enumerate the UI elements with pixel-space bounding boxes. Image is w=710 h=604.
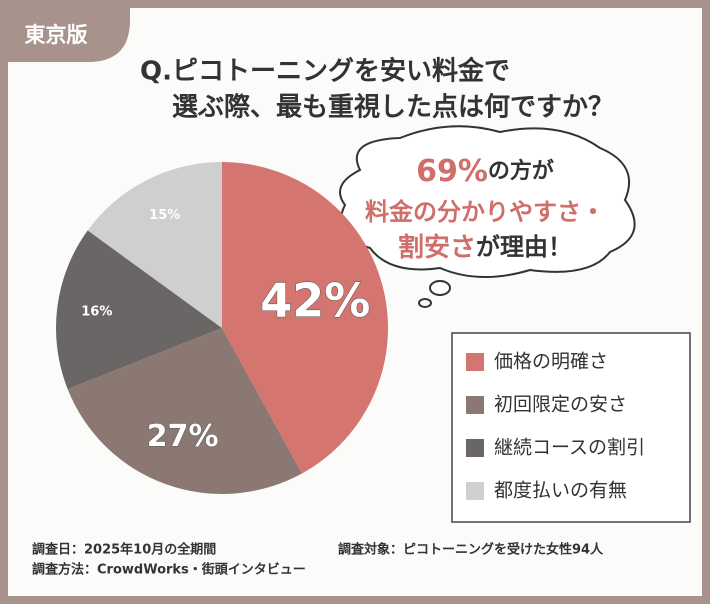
legend-swatch bbox=[466, 353, 484, 371]
legend-swatch bbox=[466, 482, 484, 500]
annotation-segment: 料金の分かりやすさ・ bbox=[365, 198, 605, 226]
note: 調査方法：CrowdWorks・街頭インタビュー bbox=[32, 562, 306, 578]
badge-bg bbox=[0, 0, 130, 62]
legend-label: 初回限定の安さ bbox=[494, 394, 627, 416]
bubble-dot bbox=[418, 298, 432, 308]
pie-slice bbox=[56, 230, 222, 390]
annotation-line: 割安さが理由！ bbox=[398, 232, 572, 263]
pie-slice bbox=[87, 162, 222, 328]
title-line: Q.ピコトーニングを安い料金で bbox=[140, 56, 510, 87]
legend-label: 価格の明確さ bbox=[494, 351, 608, 373]
annotation-segment: 割安さ bbox=[398, 232, 476, 263]
slice-label: 42% bbox=[260, 274, 370, 328]
pie: 42% 27% 16% 15% bbox=[56, 162, 388, 494]
note: 調査対象：ピコトーニングを受けた女性94人 bbox=[338, 542, 604, 558]
slice-label: 16% bbox=[81, 305, 112, 320]
title-line: 選ぶ際、最も重視した点は何ですか？ bbox=[172, 92, 614, 123]
bubble-dot bbox=[429, 280, 451, 296]
annotation-segment: が理由！ bbox=[476, 233, 572, 261]
legend-swatch bbox=[466, 396, 484, 414]
annotation-segment: 69% bbox=[416, 154, 488, 189]
legend-label: 継続コースの割引 bbox=[494, 437, 645, 459]
annotation-line: 料金の分かりやすさ・ bbox=[365, 198, 605, 226]
slice-label: 27% bbox=[147, 419, 219, 454]
pie-slice bbox=[222, 162, 388, 474]
legend-label: 都度払いの有無 bbox=[494, 480, 627, 502]
annotation-line: 69%の方が bbox=[416, 154, 554, 189]
badge: 東京版 bbox=[25, 23, 88, 47]
slice-label: 15% bbox=[149, 208, 180, 223]
annotation-segment: の方が bbox=[488, 158, 554, 184]
legend-box bbox=[451, 332, 691, 523]
pie-slice bbox=[67, 328, 302, 494]
note: 調査日：2025年10月の全期間 bbox=[32, 542, 216, 558]
legend-swatch bbox=[466, 439, 484, 457]
